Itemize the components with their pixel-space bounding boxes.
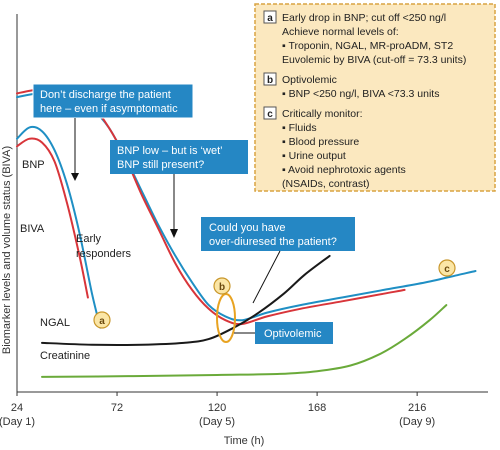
x-tick-sublabel: (Day 9) [399,416,435,428]
x-tick-label: 216 [408,402,426,414]
x-tick-label: 168 [308,402,326,414]
series-labels: BNP BIVA Early responders NGAL Creatinin… [20,159,132,362]
callout-text: BNP low – but is ‘wet’ [117,145,223,157]
legend-badge-label: c [267,109,273,120]
bnp-label: BNP [22,159,45,171]
biva-line-red [16,137,89,299]
creatinine-label: Creatinine [40,350,90,362]
x-tick-label: 120 [208,402,226,414]
biva-label: BIVA [20,223,45,235]
optivolemic-ellipse [216,293,236,343]
callout-optivolemic: Optivolemic [234,322,333,344]
legend-line: ▪ Blood pressure [282,136,359,148]
callout-text: here – even if asymptomatic [40,103,178,115]
x-tick-sublabel: (Day 5) [199,416,235,428]
x-ticks: 24 (Day 1) 72 120 (Day 5) 168 216 (Day 9) [0,392,435,428]
legend-line: ▪ Troponin, NGAL, MR-proADM, ST2 [282,40,453,52]
legend-badge-label: b [267,75,273,86]
legend-line: ▪ Urine output [282,150,346,162]
marker-c: c [438,259,456,277]
marker-a: a [93,311,111,329]
marker-label: b [219,282,225,293]
callout-overdiuresed: Could you have over-diuresed the patient… [201,217,355,304]
legend-box: a Early drop in BNP; cut off <250 ng/l Ach… [254,3,496,192]
callout-discharge: Don’t discharge the patient here – even … [32,83,194,181]
legend-line: ▪ Fluids [282,122,317,134]
legend-line: Achieve normal levels of: [282,26,399,38]
legend-badge [263,106,277,120]
legend-line: ▪ Avoid nephrotoxic agents [282,164,406,176]
legend-heading: Early drop in BNP; cut off <250 ng/l [282,12,446,24]
legend-badge-label: a [267,13,273,24]
marker-label: c [444,264,450,275]
legend-badge [263,72,277,86]
x-axis-title: Time (h) [224,435,265,447]
legend-line: ▪ BNP <250 ng/l, BIVA <73.3 units [282,88,439,100]
callout-text: Optivolemic [264,328,322,340]
early-responders-label-1: Early [76,233,102,245]
callout-text: Could you have [209,222,285,234]
x-tick-label: 24 [11,402,23,414]
callout-text: BNP still present? [117,159,204,171]
ngal-label: NGAL [40,317,70,329]
callout-text: over-diuresed the patient? [209,236,337,248]
y-axis-title: Biomarker levels and volume status (BIVA… [1,146,13,354]
early-responders-label-2: responders [76,248,132,260]
ngal-line [41,254,331,347]
x-tick-sublabel: (Day 1) [0,416,35,428]
legend-line: (NSAIDs, contrast) [282,178,370,190]
x-tick-label: 72 [111,402,123,414]
biva-line-blue [16,125,102,329]
callout-wet-bnp: BNP low – but is ‘wet’ BNP still present… [110,140,248,238]
marker-label: a [99,316,105,327]
marker-b: b [213,277,231,295]
legend-heading: Optivolemic [282,74,337,86]
legend-badge [263,10,277,24]
callout-text: Don’t discharge the patient [40,89,171,101]
creatinine-line [41,304,448,378]
legend-frame [254,3,496,192]
legend-line: Euvolemic by BIVA (cut-off = 73.3 units) [282,54,466,66]
legend-heading: Critically monitor: [282,108,363,120]
